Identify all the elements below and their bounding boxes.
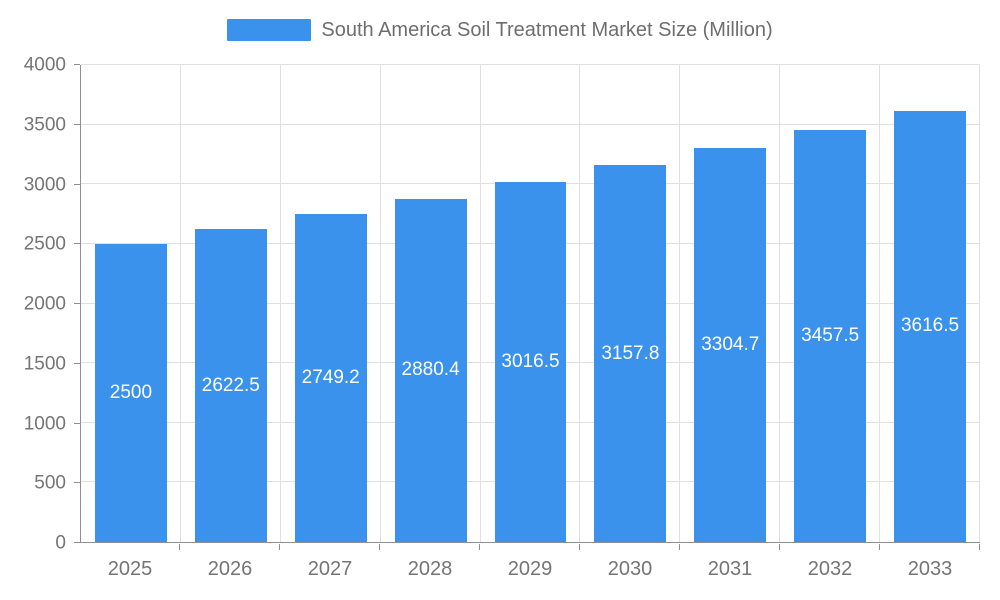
x-tick-mark <box>478 544 480 550</box>
y-tick-label: 500 <box>34 472 66 494</box>
bar-value-label: 2880.4 <box>401 359 460 381</box>
x-tick-label: 2026 <box>207 558 253 580</box>
y-tick-label: 1000 <box>23 413 66 434</box>
bar-value-label: 3157.8 <box>601 342 660 364</box>
gridline-vertical <box>779 65 781 542</box>
x-tick-label: 2030 <box>607 558 653 580</box>
bar[interactable]: 3616.5 <box>894 110 966 542</box>
gridline-vertical <box>979 65 980 542</box>
bar[interactable]: 3016.5 <box>494 182 567 542</box>
y-tick-mark <box>74 183 80 185</box>
bar[interactable]: 2880.4 <box>394 198 467 542</box>
gridline-horizontal <box>81 123 980 125</box>
gridline-vertical <box>379 65 381 542</box>
x-tick-mark <box>178 544 180 550</box>
y-tick-label: 3000 <box>23 174 66 195</box>
x-tick-label: 2029 <box>507 558 553 580</box>
bar[interactable]: 2622.5 <box>194 229 267 542</box>
plot-area: 2500 2622.5 2749.2 2880.4 3016.5 3157.8 3304.7… <box>80 64 980 543</box>
y-tick-label: 2500 <box>23 233 66 255</box>
bar-value-label: 3616.5 <box>900 315 960 337</box>
gridline-horizontal <box>81 64 980 65</box>
y-tick-mark <box>74 482 80 484</box>
x-tick-mark <box>678 544 680 550</box>
bar[interactable]: 3457.5 <box>794 129 867 542</box>
bar-value-label: 3304.7 <box>701 333 760 355</box>
x-tick-mark <box>378 544 380 550</box>
y-tick-mark <box>74 422 80 424</box>
y-tick-mark <box>74 303 80 304</box>
bar[interactable]: 3157.8 <box>594 165 667 542</box>
y-tick-mark <box>74 362 80 364</box>
chart-title[interactable]: South America Soil Treatment Market Size… <box>321 18 773 41</box>
y-tick-mark <box>74 542 80 543</box>
gridline-vertical <box>179 65 181 542</box>
y-tick-label: 0 <box>55 532 66 554</box>
gridline-vertical <box>679 65 681 542</box>
x-tick-label: 2025 <box>107 558 153 580</box>
y-tick-mark <box>74 123 80 125</box>
x-tick-mark <box>979 544 980 550</box>
x-tick-mark <box>878 544 880 550</box>
gridline-vertical <box>879 65 881 542</box>
bar[interactable]: 2749.2 <box>294 214 367 542</box>
bar-value-label: 2749.2 <box>301 367 360 389</box>
y-tick-mark <box>74 64 80 65</box>
bar-value-label: 3457.5 <box>801 324 860 346</box>
y-tick-label: 2000 <box>23 293 66 315</box>
y-tick-label: 4000 <box>23 54 66 76</box>
bar-value-label: 2500 <box>109 381 153 403</box>
x-tick-mark <box>278 544 280 550</box>
gridline-vertical <box>279 65 281 542</box>
y-tick-label: 1500 <box>23 353 66 375</box>
y-tick-mark <box>74 243 80 245</box>
bar-value-label: 2622.5 <box>201 374 260 396</box>
x-tick-label: 2032 <box>807 558 853 580</box>
bar[interactable]: 2500 <box>94 243 167 542</box>
x-tick-mark <box>579 544 580 550</box>
x-tick-label: 2033 <box>907 558 953 580</box>
bar-value-label: 3016.5 <box>501 351 560 373</box>
x-tick-label: 2028 <box>407 558 453 580</box>
x-tick-label: 2027 <box>307 558 353 580</box>
y-axis: 0 500 1000 1500 2000 2500 3000 3500 4000 <box>0 56 80 553</box>
y-tick-label: 3500 <box>23 114 66 136</box>
x-axis: 2025 2026 2027 2028 2029 2030 2031 2032 2033 <box>80 544 980 594</box>
gridline-vertical <box>479 65 481 542</box>
x-tick-label: 2031 <box>707 558 753 580</box>
legend[interactable]: South America Soil Treatment Market Size… <box>0 17 1000 43</box>
legend-swatch[interactable] <box>227 19 312 41</box>
gridline-vertical <box>579 65 581 542</box>
bar[interactable]: 3304.7 <box>694 147 767 542</box>
x-tick-mark <box>779 544 780 550</box>
